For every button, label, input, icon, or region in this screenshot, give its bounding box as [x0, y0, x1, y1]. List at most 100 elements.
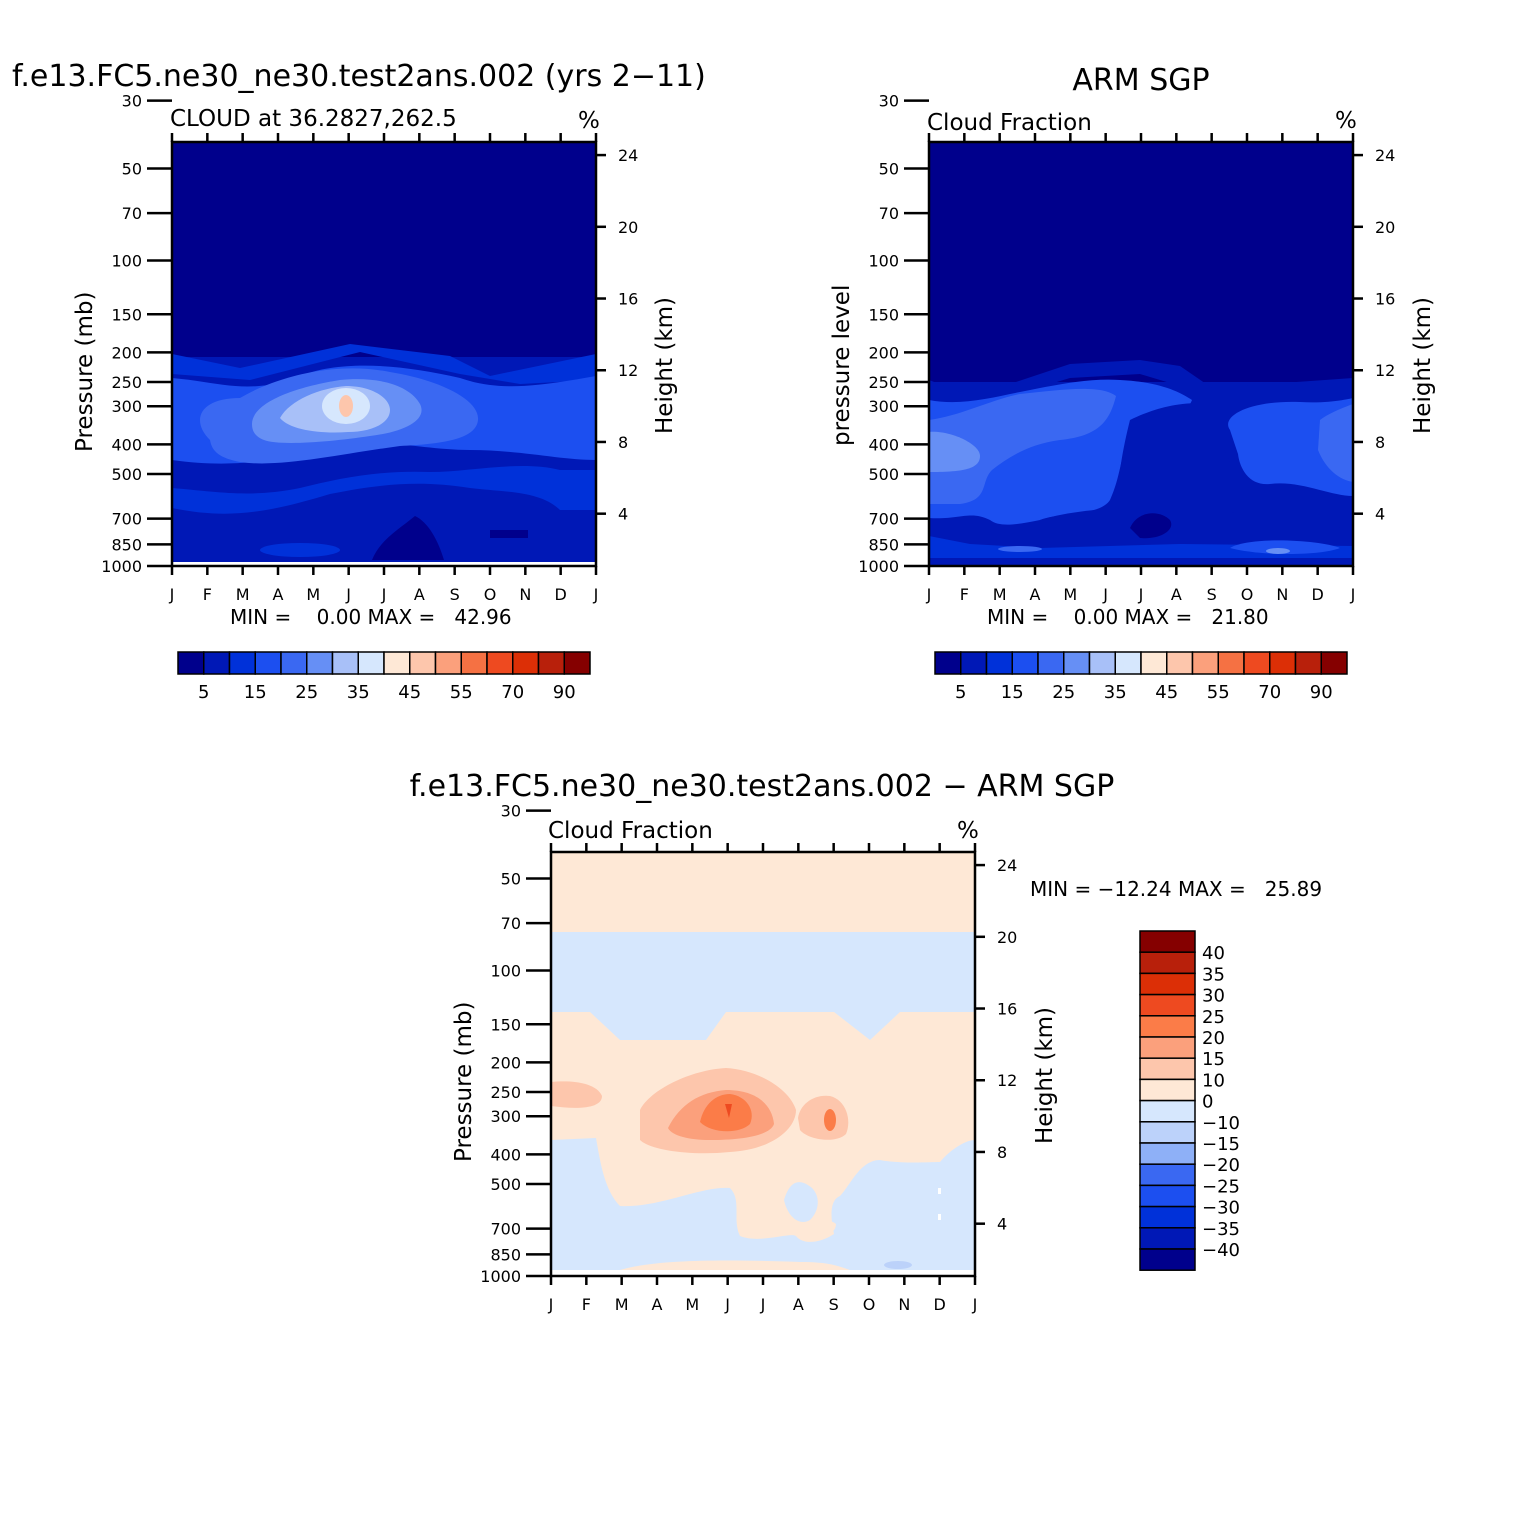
obs-colorbar-swatch [1063, 651, 1091, 675]
model-colorbar-label: 55 [450, 682, 473, 703]
diff-colorbar-swatch [1139, 972, 1196, 996]
diff-ytick-right-label: 8 [997, 1143, 1007, 1162]
obs-xtick-label: J [926, 585, 932, 604]
model-colorbar-swatch [512, 651, 540, 675]
model-xtick-label: A [273, 585, 284, 604]
model-colorbar-swatch [537, 651, 565, 675]
diff-xtick-label: A [652, 1295, 663, 1314]
diff-xtick-label: D [934, 1295, 946, 1314]
obs-xtick-label: M [1063, 585, 1077, 604]
model-ytick-right-label: 16 [618, 290, 638, 309]
panel-model-title: f.e13.FC5.ne30_ne30.test2ans.002 (yrs 2−… [12, 59, 706, 94]
panel-obs-ylabel-right: Height (km) [1410, 297, 1436, 434]
diff-ytick-label: 150 [490, 1015, 521, 1034]
model-ytick-label: 400 [111, 435, 142, 454]
obs-colorbar-swatch [1269, 651, 1297, 675]
panel-model-ylabel-right: Height (km) [652, 297, 678, 434]
diff-colorbar-swatch [1139, 1099, 1196, 1123]
diff-ytick-right-label: 12 [997, 1071, 1017, 1090]
model-colorbar-label: 25 [295, 682, 318, 703]
obs-colorbar-swatch [1294, 651, 1322, 675]
panel-model-ylabel: Pressure (mb) [72, 292, 98, 452]
diff-xtick-label: M [615, 1295, 629, 1314]
model-colorbar-swatch [563, 651, 591, 675]
obs-colorbar-swatch [985, 651, 1013, 675]
obs-ytick-right-label: 4 [1375, 505, 1385, 524]
diff-colorbar-label: 25 [1202, 1007, 1225, 1028]
obs-colorbar-swatch [1320, 651, 1348, 675]
model-xtick-label: A [414, 585, 425, 604]
obs-ytick-right-label: 16 [1375, 290, 1395, 309]
diff-colorbar-swatch [1139, 1142, 1196, 1165]
model-ytick-label: 500 [111, 465, 142, 484]
diff-colorbar-swatch [1139, 930, 1196, 953]
obs-colorbar-label: 90 [1310, 682, 1333, 703]
model-ytick-right-label: 20 [618, 218, 638, 237]
model-colorbar-label: 15 [244, 682, 267, 703]
model-colorbar-label: 70 [501, 682, 524, 703]
obs-colorbar-label: 15 [1001, 682, 1024, 703]
diff-ytick-label: 50 [501, 869, 521, 888]
obs-xtick-label: O [1241, 585, 1254, 604]
diff-colorbar-swatch [1139, 1184, 1196, 1208]
obs-colorbar-swatch [1243, 651, 1271, 675]
diff-colorbar-label: −30 [1202, 1198, 1240, 1219]
panel-model-axes: J F M A M J J A S O N D J 30 50 70 100 150 200 250 300 400 500… [101, 92, 638, 604]
model-ytick-right-label: 4 [618, 505, 628, 524]
obs-colorbar-swatch [1011, 651, 1039, 675]
diff-ytick-label: 300 [490, 1107, 521, 1126]
obs-xtick-label: J [1102, 585, 1108, 604]
obs-ytick-label: 30 [879, 92, 899, 111]
obs-colorbar-swatch [1166, 651, 1194, 675]
obs-colorbar-swatch [1037, 651, 1065, 675]
diff-colorbar-swatch [1139, 1078, 1196, 1102]
model-ytick-label: 700 [111, 510, 142, 529]
model-xtick-label: M [306, 585, 320, 604]
panel-obs: ARM SGP Cloud Fraction % J F M A M J J A S O N D J 30… [829, 63, 1436, 703]
diff-colorbar-label: −15 [1202, 1134, 1240, 1155]
model-ytick-label: 70 [122, 204, 142, 223]
model-xtick-label: J [345, 585, 351, 604]
panel-model-field [172, 142, 596, 566]
obs-colorbar-swatch [1114, 651, 1142, 675]
diff-colorbar-label: 10 [1202, 1070, 1225, 1091]
diff-xtick-label: F [582, 1295, 591, 1314]
model-xtick-label: J [381, 585, 387, 604]
obs-ytick-label: 700 [868, 510, 899, 529]
panel-diff-title: f.e13.FC5.ne30_ne30.test2ans.002 − ARM S… [410, 769, 1115, 804]
obs-ytick-right-label: 12 [1375, 361, 1395, 380]
model-ytick-label: 200 [111, 343, 142, 362]
diff-xtick-label: J [972, 1295, 978, 1314]
model-colorbar-swatch [254, 651, 282, 675]
diff-xtick-label: J [548, 1295, 554, 1314]
obs-ytick-label: 70 [879, 204, 899, 223]
diff-colorbar-swatch [1139, 1163, 1196, 1187]
obs-colorbar-label: 70 [1258, 682, 1281, 703]
model-colorbar-label: 5 [198, 682, 209, 703]
panel-model-minmax: MIN = 0.00 MAX = 42.96 [230, 605, 512, 629]
diff-colorbar-label: 0 [1202, 1092, 1213, 1113]
diff-xtick-label: J [760, 1295, 766, 1314]
diff-colorbar-swatch [1139, 951, 1196, 975]
obs-colorbar-swatch [1140, 651, 1168, 675]
model-colorbar-swatch [486, 651, 514, 675]
diff-colorbar-label: −40 [1202, 1240, 1240, 1261]
model-colorbar-swatch [331, 651, 359, 675]
panel-diff-ylabel-right: Height (km) [1032, 1007, 1058, 1144]
diff-ytick-label: 1000 [480, 1267, 521, 1286]
obs-colorbar-swatch [1191, 651, 1219, 675]
panel-obs-colorbar: 5 15 25 35 45 55 70 90 [934, 651, 1348, 703]
obs-ytick-label: 50 [879, 159, 899, 178]
obs-xtick-label: J [1350, 585, 1356, 604]
model-colorbar-swatch [306, 651, 334, 675]
model-ytick-label: 150 [111, 305, 142, 324]
diff-colorbar-swatch [1139, 1121, 1196, 1144]
diff-colorbar-label: 20 [1202, 1028, 1225, 1049]
diff-colorbar-swatch [1139, 993, 1196, 1017]
diff-colorbar-label: 15 [1202, 1049, 1225, 1070]
obs-xtick-label: D [1312, 585, 1324, 604]
model-ytick-right-label: 24 [618, 146, 638, 165]
